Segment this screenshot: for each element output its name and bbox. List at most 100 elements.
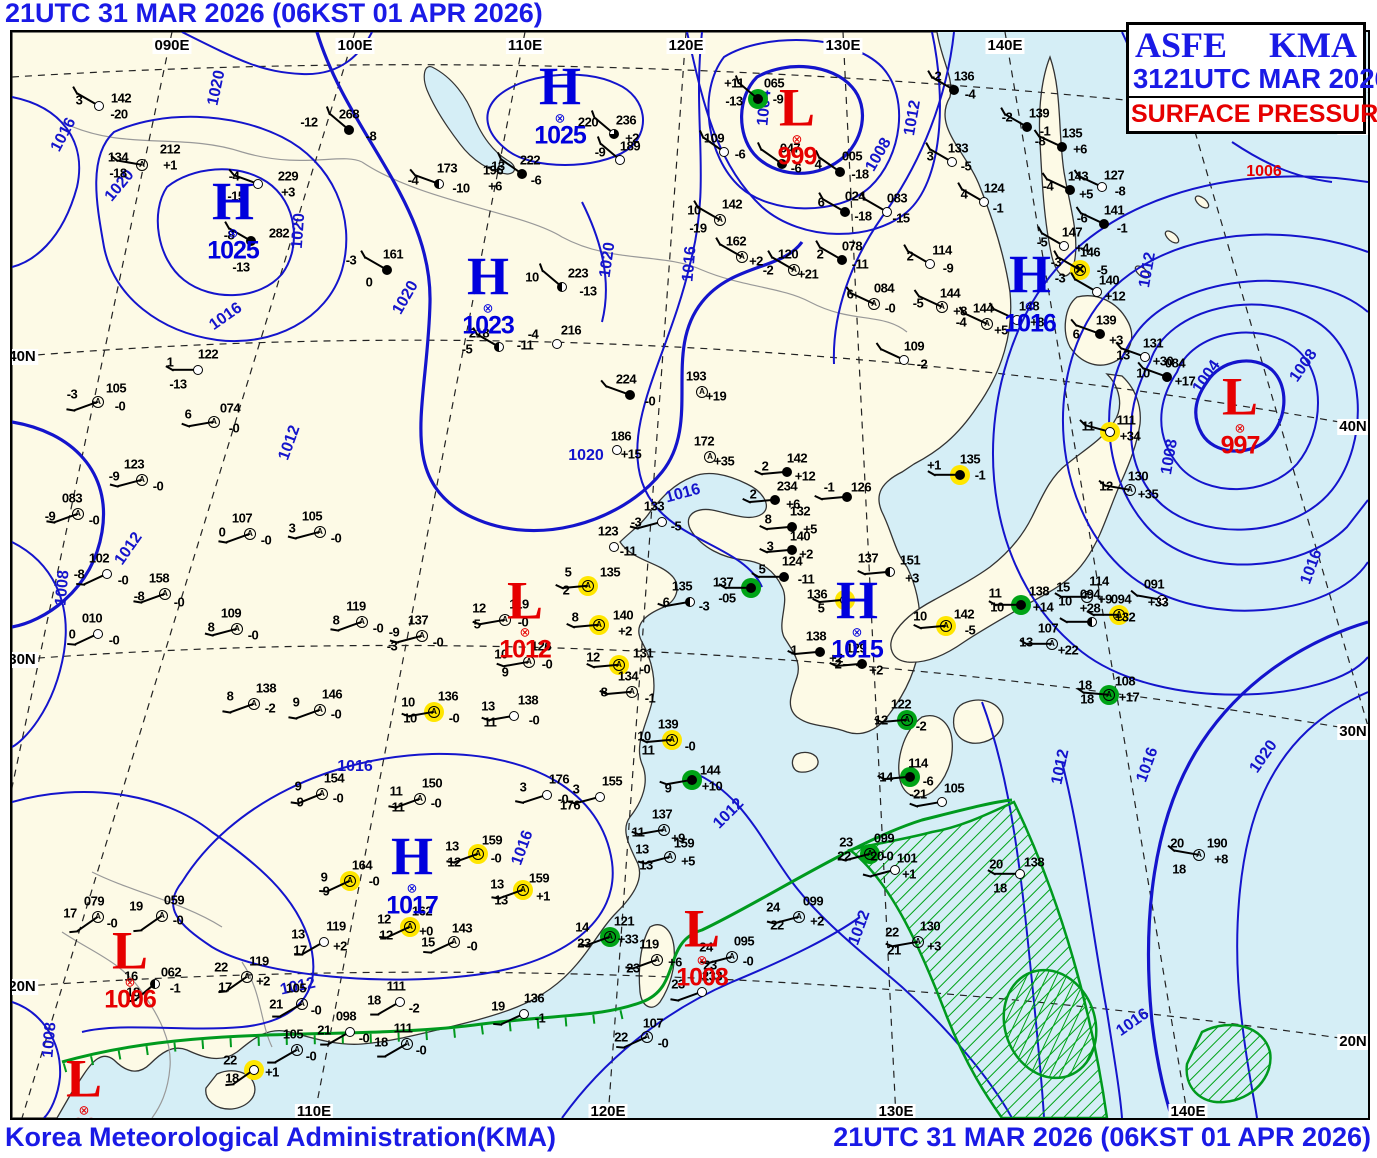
station-number: -8 <box>223 227 235 243</box>
pressure-letter: L <box>506 570 544 631</box>
station-number: -6 <box>922 773 934 789</box>
lat-label-left: 40N <box>12 349 38 365</box>
station-number: 1 <box>790 642 798 658</box>
station-symbol: A <box>72 508 84 520</box>
station-number: 047 <box>779 140 801 156</box>
station-number: -1 <box>974 467 986 483</box>
station-number: +2 <box>869 662 883 678</box>
station-number: 098 <box>335 1008 357 1024</box>
station-symbol: A <box>1081 591 1093 603</box>
station-symbol <box>434 179 444 189</box>
station-number: 144 <box>699 762 721 778</box>
station-number: 22 <box>837 848 851 864</box>
station-symbol <box>842 492 852 502</box>
station-number: 216 <box>560 322 582 338</box>
pressure-value: 1017 <box>386 891 439 920</box>
pressure-value: 1012 <box>499 635 552 664</box>
station-symbol: A <box>651 954 663 966</box>
low-pressure-center: L ⊗ 997 <box>1221 370 1261 459</box>
station-number: 22 <box>614 1029 628 1045</box>
lon-label-top: 120E <box>666 37 706 54</box>
station-number: -13 <box>725 93 743 109</box>
station-number: +6 <box>1073 141 1087 157</box>
station-number: +15 <box>620 446 642 462</box>
station-number: -0 <box>684 738 696 754</box>
station-number: 150 <box>421 775 443 791</box>
station-number: +33 <box>617 931 639 947</box>
station-number: +12 <box>794 468 816 484</box>
pressure-center-mark: ⊗ <box>696 952 708 968</box>
station-number: 13 <box>639 857 653 873</box>
pressure-center-mark: ⊗ <box>519 624 531 640</box>
station-number: +5 <box>803 521 817 537</box>
low-pressure-center: L⊗1007 <box>58 1052 111 1119</box>
station-number: -15 <box>892 210 910 226</box>
station-number: 234 <box>776 478 798 494</box>
station-number: 18 <box>1078 677 1092 693</box>
station-number: 11 <box>483 714 497 730</box>
pressure-letter: H <box>466 246 509 307</box>
station-symbol <box>494 342 504 352</box>
map-annotation-label: 1006 <box>1246 163 1282 180</box>
station-number: 137 <box>407 612 429 628</box>
station-number: -0 <box>415 1042 427 1058</box>
station-number: -0 <box>466 938 478 954</box>
station-number: -1 <box>534 1010 546 1026</box>
station-number: 11 <box>988 585 1002 601</box>
station-number: 13 <box>490 876 504 892</box>
station-number: +17 <box>1118 689 1140 705</box>
station-number: 105 <box>285 980 307 996</box>
station-number: 12 <box>447 854 461 870</box>
station-number: 137 <box>712 574 734 590</box>
station-number: 065 <box>763 75 785 91</box>
station-symbol: A <box>736 251 748 263</box>
station-number: 135 <box>1061 125 1083 141</box>
station-number: -4 <box>1042 178 1054 194</box>
station-number: +4 <box>1075 240 1089 256</box>
station-symbol: A <box>912 936 924 948</box>
station-number: 131 <box>632 645 654 661</box>
station-number: +17 <box>1174 373 1196 389</box>
lat-label-left: 30N <box>12 652 38 668</box>
station-symbol: A <box>641 1031 653 1043</box>
station-number: +1 <box>927 457 941 473</box>
station-number: -0 <box>106 915 118 931</box>
station-number: 173 <box>436 160 458 176</box>
low-pressure-center: L ⊗ 1012 <box>499 570 552 664</box>
station-number: 190 <box>1206 835 1228 851</box>
station-number: -0 <box>117 572 129 588</box>
station-number: 126 <box>530 638 552 654</box>
front-lines <box>61 798 1013 1073</box>
station-symbol <box>770 495 780 505</box>
station-number: 162 <box>725 233 747 249</box>
station-number: 12 <box>874 712 888 728</box>
station-symbol: A <box>159 588 171 600</box>
station-symbol: A <box>582 580 594 592</box>
lon-label-bottom: 130E <box>876 1103 916 1120</box>
station-number: 107 <box>231 510 253 526</box>
station-number: +19 <box>705 388 727 404</box>
station-symbol <box>615 155 625 165</box>
station-number: +11 <box>724 75 744 91</box>
chart-info-box: ASFE KMA 3121UTC MAR 2026 SURFACE PRESSU… <box>1126 22 1377 134</box>
station-number: -8 <box>1114 183 1126 199</box>
station-number: -3 <box>630 514 642 530</box>
lon-label-bottom: 110E <box>294 1103 334 1120</box>
station-number: -0 <box>172 912 184 928</box>
station-symbol: A <box>356 616 368 628</box>
station-symbol <box>246 236 256 246</box>
station-number: 158 <box>148 570 170 586</box>
station-symbol: A <box>296 998 308 1010</box>
station-number: -9 <box>594 144 606 160</box>
station-number: 8 <box>226 688 234 704</box>
station-number: -1 <box>823 479 835 495</box>
station-number: 133 <box>947 140 969 156</box>
station-number: 139 <box>1028 105 1050 121</box>
station-number: 074 <box>219 400 241 416</box>
station-number: 2 <box>906 248 914 264</box>
station-number: 13 <box>445 838 459 854</box>
lake-baikal <box>423 66 516 175</box>
station-number: -1 <box>169 980 181 996</box>
station-symbol <box>687 775 697 785</box>
station-number: -0 <box>330 706 342 722</box>
